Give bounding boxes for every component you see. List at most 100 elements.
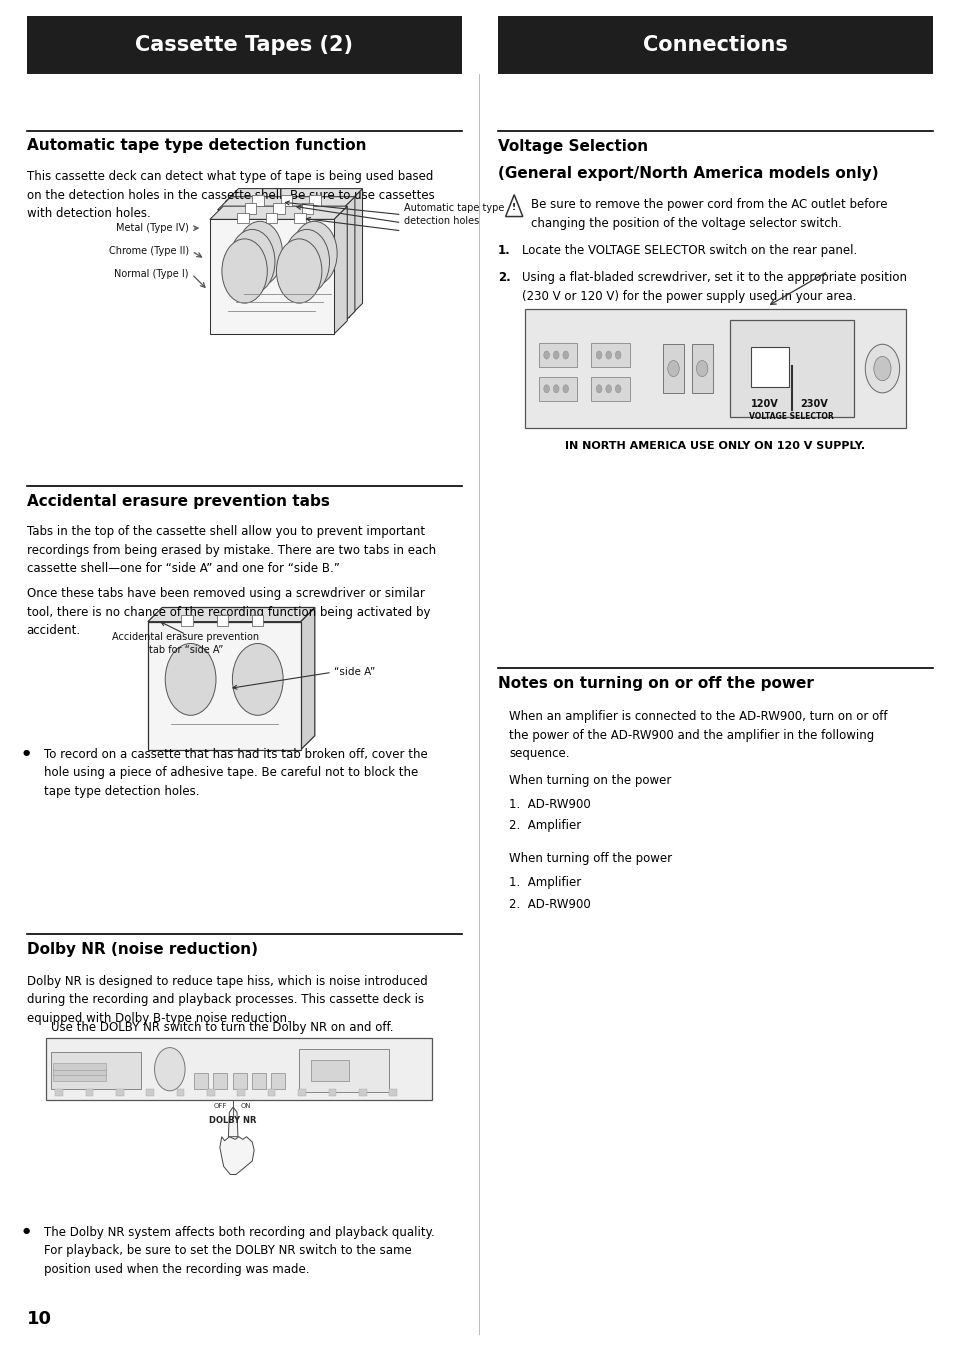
Bar bbox=[729, 320, 853, 417]
Text: Automatic tape type detection function: Automatic tape type detection function bbox=[27, 138, 366, 153]
Circle shape bbox=[222, 239, 267, 304]
Text: Voltage Selection: Voltage Selection bbox=[497, 139, 647, 154]
Text: Notes on turning on or off the power: Notes on turning on or off the power bbox=[497, 676, 813, 691]
Text: Cassette Tapes (2): Cassette Tapes (2) bbox=[135, 35, 353, 55]
Circle shape bbox=[562, 351, 568, 359]
Bar bbox=[53, 1064, 106, 1069]
Circle shape bbox=[276, 239, 321, 304]
Text: 230V: 230V bbox=[800, 398, 827, 409]
Polygon shape bbox=[228, 1107, 237, 1137]
Bar bbox=[328, 1089, 335, 1096]
Text: (General export/North America models only): (General export/North America models onl… bbox=[497, 166, 878, 181]
Text: Accidental erasure prevention tabs: Accidental erasure prevention tabs bbox=[27, 494, 329, 509]
Text: Automatic tape type
detection holes: Automatic tape type detection holes bbox=[403, 202, 503, 227]
Circle shape bbox=[605, 385, 611, 393]
Text: VOLTAGE SELECTOR: VOLTAGE SELECTOR bbox=[749, 412, 833, 421]
Text: 2.: 2. bbox=[497, 271, 510, 285]
Bar bbox=[750, 347, 788, 387]
Polygon shape bbox=[334, 207, 347, 333]
Bar bbox=[268, 1089, 275, 1096]
Bar bbox=[146, 1089, 153, 1096]
Text: !: ! bbox=[512, 204, 516, 212]
Text: Locate the VOLTAGE SELECTOR switch on the rear panel.: Locate the VOLTAGE SELECTOR switch on th… bbox=[521, 244, 856, 258]
Text: 120V: 120V bbox=[750, 398, 778, 409]
Circle shape bbox=[605, 351, 611, 359]
Circle shape bbox=[596, 385, 601, 393]
Bar bbox=[298, 1049, 389, 1092]
Bar bbox=[213, 1073, 227, 1089]
Bar bbox=[53, 1075, 106, 1080]
Bar bbox=[237, 1089, 245, 1096]
Bar bbox=[27, 16, 461, 74]
Text: 1.  AD-RW900: 1. AD-RW900 bbox=[509, 798, 591, 811]
Text: Dolby NR is designed to reduce tape hiss, which is noise introduced
during the r: Dolby NR is designed to reduce tape hiss… bbox=[27, 975, 427, 1025]
Bar bbox=[591, 343, 629, 367]
Text: “side A”: “side A” bbox=[334, 667, 375, 678]
Polygon shape bbox=[210, 207, 347, 220]
Bar bbox=[389, 1089, 396, 1096]
Bar bbox=[55, 1089, 63, 1096]
Bar bbox=[207, 1089, 214, 1096]
Bar bbox=[538, 343, 577, 367]
Bar bbox=[662, 344, 683, 393]
Bar bbox=[311, 1060, 349, 1081]
Circle shape bbox=[696, 360, 707, 377]
Text: Accidental erasure prevention
tab for “side A”: Accidental erasure prevention tab for “s… bbox=[112, 632, 259, 655]
Circle shape bbox=[165, 644, 215, 716]
Bar bbox=[691, 344, 712, 393]
Circle shape bbox=[596, 351, 601, 359]
Bar bbox=[51, 1052, 141, 1089]
Text: Metal (Type IV): Metal (Type IV) bbox=[116, 223, 189, 234]
Polygon shape bbox=[225, 189, 362, 202]
Bar bbox=[233, 1073, 247, 1089]
Circle shape bbox=[553, 385, 558, 393]
Bar bbox=[271, 1073, 285, 1089]
Bar bbox=[253, 196, 264, 207]
Text: This cassette deck can detect what type of tape is being used based
on the detec: This cassette deck can detect what type … bbox=[27, 170, 434, 220]
Text: When turning off the power: When turning off the power bbox=[509, 852, 672, 865]
Bar bbox=[245, 202, 256, 213]
Text: DOLBY NR: DOLBY NR bbox=[210, 1116, 256, 1126]
Text: ON: ON bbox=[240, 1103, 251, 1108]
Bar bbox=[53, 1069, 106, 1075]
Text: 2.  AD-RW900: 2. AD-RW900 bbox=[509, 898, 591, 911]
Bar bbox=[591, 377, 629, 401]
Bar bbox=[273, 202, 285, 213]
Text: 1.  Amplifier: 1. Amplifier bbox=[509, 876, 581, 890]
Bar bbox=[217, 209, 341, 325]
Bar bbox=[237, 213, 249, 223]
Bar bbox=[538, 377, 577, 401]
Text: OFF: OFF bbox=[213, 1103, 227, 1108]
Polygon shape bbox=[300, 608, 314, 751]
Bar bbox=[225, 201, 349, 316]
Polygon shape bbox=[349, 189, 362, 316]
Polygon shape bbox=[219, 1137, 253, 1174]
Bar bbox=[294, 213, 305, 223]
Text: 2.  Amplifier: 2. Amplifier bbox=[509, 819, 581, 833]
Bar bbox=[193, 1073, 208, 1089]
Circle shape bbox=[864, 344, 899, 393]
Bar bbox=[216, 616, 228, 626]
Text: Use the DOLBY NR switch to turn the Dolby NR on and off.: Use the DOLBY NR switch to turn the Dolb… bbox=[51, 1021, 393, 1034]
Bar bbox=[497, 16, 932, 74]
Bar bbox=[280, 196, 293, 207]
Circle shape bbox=[237, 221, 282, 286]
Bar bbox=[298, 1089, 306, 1096]
Bar bbox=[358, 1089, 366, 1096]
Bar bbox=[309, 196, 320, 207]
Text: Once these tabs have been removed using a screwdriver or similar
tool, there is : Once these tabs have been removed using … bbox=[27, 587, 430, 637]
Text: ●: ● bbox=[23, 748, 30, 757]
Text: Using a flat-bladed screwdriver, set it to the appropriate position
(230 V or 12: Using a flat-bladed screwdriver, set it … bbox=[521, 271, 906, 302]
Text: The Dolby NR system affects both recording and playback quality.
For playback, b: The Dolby NR system affects both recordi… bbox=[44, 1226, 435, 1276]
Circle shape bbox=[553, 351, 558, 359]
Circle shape bbox=[615, 385, 620, 393]
Circle shape bbox=[292, 221, 336, 286]
Circle shape bbox=[284, 230, 329, 294]
Bar bbox=[116, 1089, 124, 1096]
Circle shape bbox=[667, 360, 679, 377]
Text: Dolby NR (noise reduction): Dolby NR (noise reduction) bbox=[27, 942, 257, 957]
Text: Tabs in the top of the cassette shell allow you to prevent important
recordings : Tabs in the top of the cassette shell al… bbox=[27, 525, 436, 575]
Bar bbox=[181, 616, 193, 626]
Circle shape bbox=[873, 356, 890, 381]
Bar bbox=[210, 220, 334, 333]
